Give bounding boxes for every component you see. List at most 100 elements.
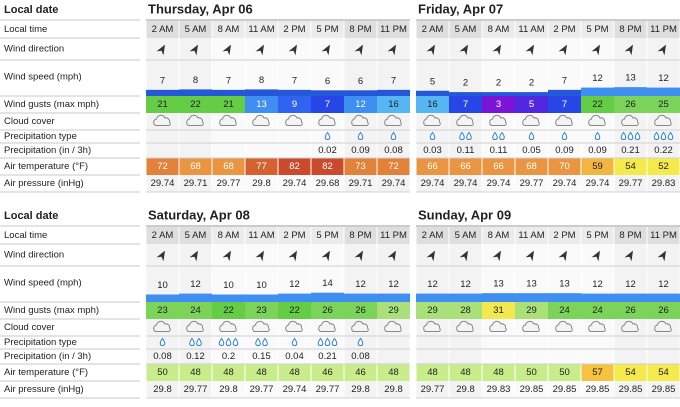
rain-drop (660, 131, 667, 141)
rain-drop (620, 131, 627, 141)
row-label: Air pressure (inHg) (4, 178, 84, 189)
day-title: Saturday, Apr 08 (148, 207, 250, 222)
wind-gust-cell (278, 302, 311, 319)
local-time: 8 AM (218, 230, 240, 241)
rain-drop (667, 131, 674, 141)
wind-gust-cell (146, 96, 179, 113)
wind-gust-cell (482, 96, 515, 113)
wind-gust: 29 (427, 305, 438, 316)
wind-gust: 23 (256, 305, 267, 316)
air-pressure: 29.85 (586, 384, 610, 395)
wind-gust: 13 (256, 99, 267, 110)
time-cell (344, 21, 377, 38)
wind-speed-bar (377, 293, 410, 302)
air-temperature: 57 (592, 367, 603, 378)
cloud-icon (318, 114, 336, 126)
temperature-cell (647, 364, 680, 381)
wind-speed: 5 (430, 76, 435, 87)
time-cell (245, 227, 278, 244)
rain-drop (196, 337, 202, 347)
rain-drop (653, 131, 660, 141)
local-time: 8 PM (619, 230, 641, 241)
precipitation: 0.21 (621, 145, 640, 156)
air-temperature: 82 (322, 161, 333, 172)
precipitation: 0.08 (153, 351, 172, 362)
precipitation: 0.08 (351, 351, 370, 362)
wind-arrow (558, 250, 567, 262)
local-time: 5 PM (586, 230, 608, 241)
rain-drop (324, 337, 331, 347)
wind-gust-cell (482, 302, 515, 319)
row-label: Local time (4, 230, 47, 241)
cloud-icon (654, 320, 672, 332)
local-time: 11 PM (380, 24, 407, 35)
wind-speed-bar (146, 294, 179, 302)
temperature-cell (311, 158, 344, 175)
precipitation: 0.09 (351, 145, 370, 156)
wind-speed: 12 (190, 279, 201, 290)
air-temperature: 46 (355, 367, 366, 378)
wind-arrow (222, 44, 231, 56)
wind-speed: 12 (427, 279, 438, 290)
time-cell (179, 21, 212, 38)
wind-arrow (591, 44, 600, 56)
wind-speed-bar (278, 89, 311, 96)
local-time: 11 PM (650, 24, 677, 35)
local-time: 11 PM (380, 230, 407, 241)
wind-speed-bar (311, 90, 344, 96)
air-pressure: 29.77 (619, 178, 643, 189)
wind-gust: 22 (190, 99, 201, 110)
wind-arrow (189, 44, 198, 56)
wind-arrow (222, 250, 231, 262)
wind-gust: 31 (493, 305, 504, 316)
wind-gust: 26 (355, 305, 366, 316)
wind-gust: 22 (289, 305, 300, 316)
wind-arrow (354, 250, 363, 262)
wind-speed-bar (344, 293, 377, 302)
rain-drop (317, 337, 324, 347)
wind-gust-cell (245, 96, 278, 113)
cloud-icon (456, 320, 474, 332)
air-temperature: 48 (493, 367, 504, 378)
wind-speed: 13 (559, 279, 570, 290)
wind-arrow (288, 44, 297, 56)
wind-speed: 7 (160, 75, 165, 86)
air-pressure: 29.74 (553, 178, 577, 189)
wind-speed-bar (344, 90, 377, 96)
temperature-cell (179, 364, 212, 381)
local-time: 2 PM (283, 24, 305, 35)
air-pressure: 29.74 (421, 178, 445, 189)
rain-drop (634, 131, 641, 141)
wind-speed-bar (548, 293, 581, 302)
wind-gust-cell (548, 302, 581, 319)
local-time: 2 PM (553, 24, 575, 35)
air-temperature: 48 (388, 367, 399, 378)
wind-speed-bar (212, 89, 245, 96)
air-temperature: 68 (190, 161, 201, 172)
wind-arrow (321, 44, 330, 56)
temperature-cell (482, 364, 515, 381)
wind-speed-bar (179, 89, 212, 96)
wind-gust: 21 (223, 99, 234, 110)
cloud-icon (522, 114, 540, 126)
time-cell (311, 21, 344, 38)
air-pressure: 29.8 (252, 178, 271, 189)
local-time: 8 PM (349, 24, 371, 35)
precipitation: 0.08 (384, 145, 403, 156)
air-pressure: 29.77 (217, 178, 241, 189)
local-time: 8 AM (488, 24, 510, 35)
wind-speed: 12 (592, 73, 603, 84)
wind-speed: 12 (592, 279, 603, 290)
wind-arrow (459, 44, 468, 56)
row-label: Cloud cover (4, 116, 55, 127)
time-cell (311, 227, 344, 244)
row-label: Air temperature (°F) (4, 161, 88, 172)
air-pressure: 29.83 (652, 178, 676, 189)
air-pressure: 29.8 (219, 384, 238, 395)
wind-speed-bar (614, 293, 647, 302)
cloud-icon (252, 320, 270, 332)
wind-arrow (558, 44, 567, 56)
temperature-cell (581, 158, 614, 175)
precipitation: 0.09 (555, 145, 574, 156)
air-temperature: 50 (157, 367, 168, 378)
